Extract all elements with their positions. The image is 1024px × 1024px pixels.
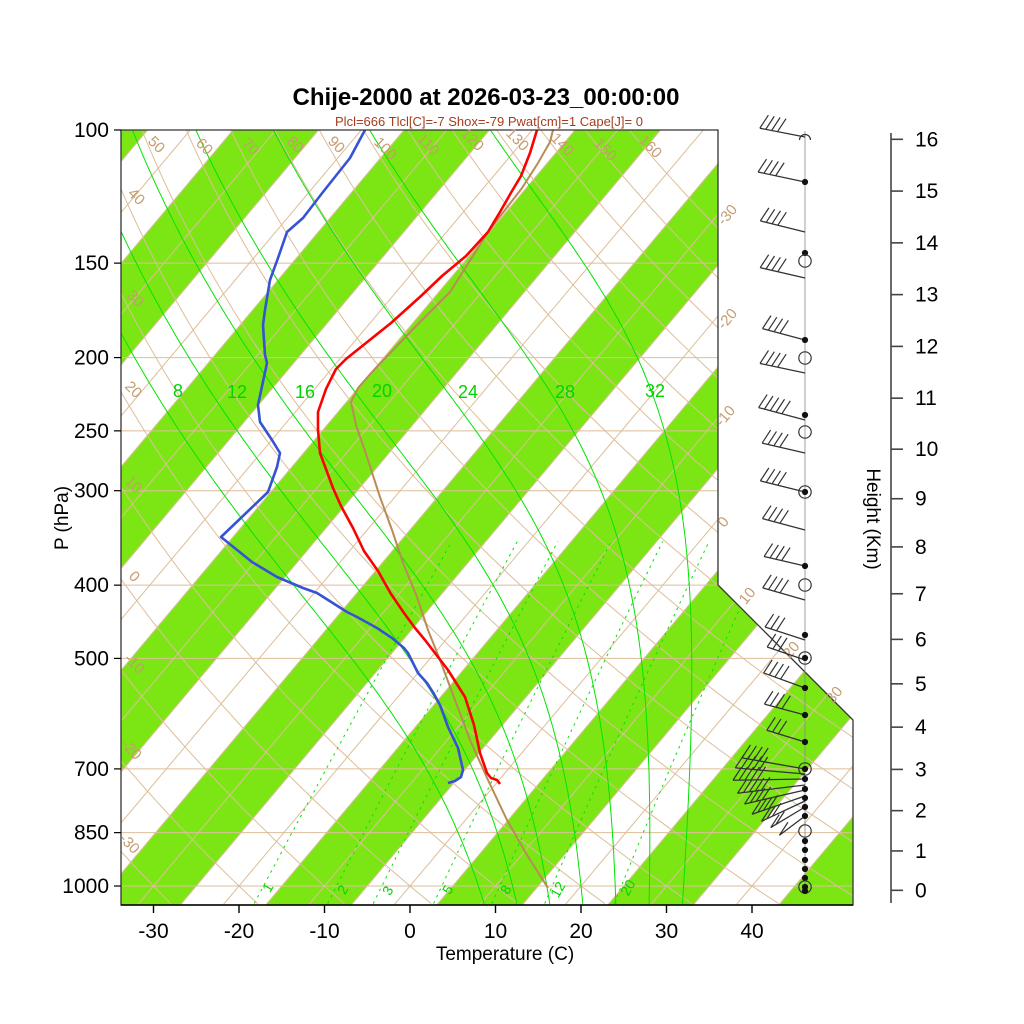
svg-text:2: 2 xyxy=(915,800,927,823)
svg-text:40: 40 xyxy=(740,920,763,943)
svg-text:14: 14 xyxy=(915,232,939,255)
svg-text:20: 20 xyxy=(372,381,392,401)
svg-text:10: 10 xyxy=(915,438,938,461)
page-title: Chije-2000 at 2026-03-23_00:00:00 xyxy=(292,84,680,111)
wind-barb-column xyxy=(732,114,812,895)
svg-text:0: 0 xyxy=(404,920,416,943)
svg-text:300: 300 xyxy=(74,480,109,503)
svg-text:1000: 1000 xyxy=(62,875,109,898)
svg-text:850: 850 xyxy=(74,822,109,845)
svg-text:12: 12 xyxy=(915,335,938,358)
svg-text:0: 0 xyxy=(915,879,927,902)
svg-text:7: 7 xyxy=(915,583,927,606)
svg-text:1: 1 xyxy=(259,880,277,895)
dry-adiabat-lines xyxy=(121,130,853,905)
moist-adiabat-lines xyxy=(121,130,693,905)
svg-text:10: 10 xyxy=(736,584,760,608)
svg-text:15: 15 xyxy=(915,180,938,203)
svg-text:200: 200 xyxy=(74,347,109,370)
svg-text:13: 13 xyxy=(915,284,938,307)
svg-text:3: 3 xyxy=(379,883,397,898)
background-line-labels: 50 60 70 80 90 100 110 120 130 140 150 160403020100… xyxy=(116,125,847,900)
svg-text:90: 90 xyxy=(324,133,348,157)
svg-text:150: 150 xyxy=(74,252,109,275)
parcel-path-curve xyxy=(349,130,554,889)
svg-text:50: 50 xyxy=(144,133,168,157)
svg-text:16: 16 xyxy=(915,128,938,151)
pressure-axis-title: P (hPa) xyxy=(52,485,73,551)
svg-text:3: 3 xyxy=(915,758,927,781)
svg-text:16: 16 xyxy=(295,382,315,402)
svg-text:12: 12 xyxy=(227,382,247,402)
svg-text:11: 11 xyxy=(915,387,937,410)
svg-text:-20: -20 xyxy=(224,920,254,943)
svg-text:-30: -30 xyxy=(138,920,168,943)
svg-text:100: 100 xyxy=(74,119,109,142)
svg-text:4: 4 xyxy=(915,716,927,739)
svg-text:0: 0 xyxy=(125,568,143,586)
svg-text:32: 32 xyxy=(645,381,665,401)
svg-text:6: 6 xyxy=(915,628,927,651)
svg-text:700: 700 xyxy=(74,758,109,781)
dewpoint-curve xyxy=(219,130,465,785)
svg-text:-10: -10 xyxy=(309,920,339,943)
svg-text:400: 400 xyxy=(74,574,109,597)
svg-text:8: 8 xyxy=(915,536,927,559)
svg-text:5: 5 xyxy=(915,673,927,696)
axes: -30 -20 -10 0 10 20 30 401001502002503004005007… xyxy=(62,119,938,943)
x-axis-title: Temperature (C) xyxy=(435,944,575,965)
temperature-curve xyxy=(316,130,539,785)
svg-text:0: 0 xyxy=(714,513,732,530)
svg-text:12: 12 xyxy=(547,879,569,901)
svg-text:20: 20 xyxy=(569,920,592,943)
svg-text:8: 8 xyxy=(173,381,183,401)
svg-text:10: 10 xyxy=(484,920,507,943)
svg-text:30: 30 xyxy=(655,920,678,943)
svg-text:28: 28 xyxy=(555,382,575,402)
parcel-diagnostics-subtitle: Plcl=666 Tlcl[C]=-7 Shox=-79 Pwat[cm]=1 … xyxy=(335,114,643,129)
svg-text:9: 9 xyxy=(915,488,927,511)
svg-text:250: 250 xyxy=(74,420,109,443)
svg-text:1: 1 xyxy=(915,840,927,863)
svg-text:24: 24 xyxy=(458,382,478,402)
svg-text:500: 500 xyxy=(74,647,109,670)
height-axis-title: Height (Km) xyxy=(862,468,883,570)
svg-text:20: 20 xyxy=(617,877,639,899)
